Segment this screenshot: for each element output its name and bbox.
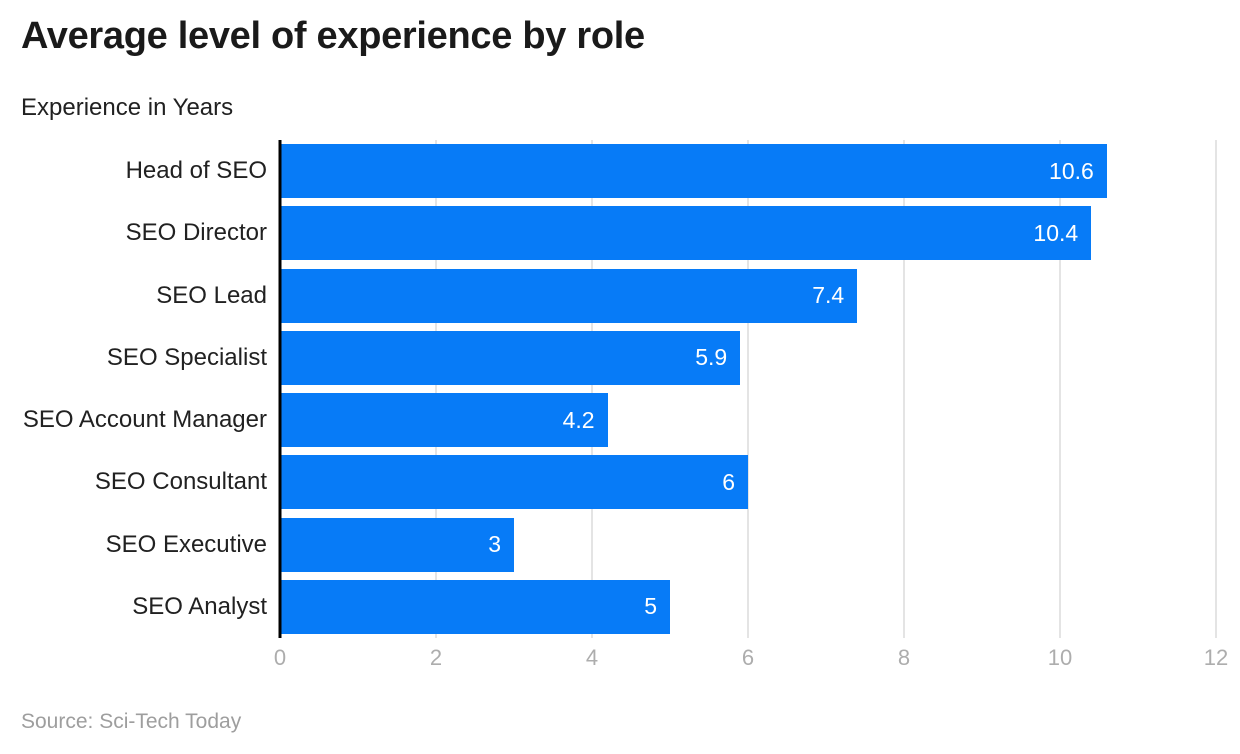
bar-chart: Head of SEO 10.6 SEO Director 10.4 SEO Lead 7… [21, 140, 1217, 638]
bar-row: Head of SEO 10.6 [21, 140, 1216, 202]
bar: 5 [280, 579, 670, 634]
source-note: Source: Sci-Tech Today [21, 710, 242, 733]
gridline [1215, 140, 1217, 638]
chart-subtitle: Experience in Years [21, 94, 234, 121]
gridline [902, 140, 905, 638]
bar: 10.6 [280, 144, 1107, 199]
y-axis-line [278, 140, 282, 638]
bar-value-label: 10.6 [1049, 157, 1094, 184]
bar-row: SEO Account Manager 4.2 [21, 389, 1216, 451]
gridline [434, 140, 437, 638]
gridline [747, 140, 749, 638]
bar: 10.4 [280, 206, 1092, 261]
category-label: SEO Account Manager [22, 406, 267, 434]
bar-track: 5.9 [280, 330, 1216, 385]
gridline [1059, 140, 1061, 638]
x-axis: 0 2 4 6 8 10 12 [274, 638, 1228, 672]
bar-track: 7.4 [280, 268, 1216, 323]
category-label: SEO Analyst [132, 592, 267, 620]
bar: 4.2 [280, 393, 608, 448]
x-tick-label: 8 [897, 645, 911, 670]
gridlines [280, 140, 1217, 638]
x-tick-label: 2 [429, 645, 443, 670]
bar-value-label: 10.4 [1033, 219, 1079, 246]
bar: 5.9 [280, 330, 741, 385]
bar-value-label: 5 [644, 593, 657, 620]
chart-title: Average level of experience by role [21, 15, 645, 57]
x-tick-label: 0 [273, 645, 287, 670]
bar-row: SEO Director 10.4 [21, 202, 1216, 264]
x-tick-label: 4 [585, 645, 599, 670]
category-label: SEO Director [125, 219, 267, 247]
bar-rows: Head of SEO 10.6 SEO Director 10.4 SEO Lead 7… [21, 140, 1216, 638]
bar-value-label: 6 [722, 468, 735, 495]
category-label: SEO Executive [105, 530, 267, 558]
category-label: SEO Consultant [94, 468, 267, 496]
bar-row: SEO Lead 7.4 [21, 265, 1216, 327]
bar-value-label: 5.9 [695, 344, 728, 371]
bar-row: SEO Specialist 5.9 [21, 327, 1216, 389]
category-label: SEO Lead [156, 281, 267, 309]
bar-row: SEO Analyst 5 [21, 576, 1216, 638]
bar: 7.4 [280, 268, 858, 323]
category-label: Head of SEO [125, 157, 267, 185]
bar-value-label: 4.2 [562, 406, 595, 433]
category-label: SEO Specialist [106, 343, 267, 371]
bar-track: 6 [280, 455, 1216, 510]
x-tick-label: 6 [741, 645, 755, 670]
gridline [590, 140, 593, 638]
bar-track: 10.6 [280, 144, 1216, 199]
bar-value-label: 7.4 [812, 282, 845, 309]
bar-track: 4.2 [280, 393, 1216, 448]
bar: 6 [280, 455, 748, 510]
bar-row: SEO Consultant 6 [21, 451, 1216, 513]
bar-track: 5 [280, 579, 1216, 634]
bar: 3 [280, 517, 514, 572]
bar-track: 3 [280, 517, 1216, 572]
bar-track: 10.4 [280, 206, 1216, 261]
bar-row: SEO Executive 3 [21, 514, 1216, 576]
bar-value-label: 3 [488, 531, 501, 558]
x-tick-label: 10 [1047, 645, 1073, 670]
x-tick-label: 12 [1203, 645, 1229, 670]
